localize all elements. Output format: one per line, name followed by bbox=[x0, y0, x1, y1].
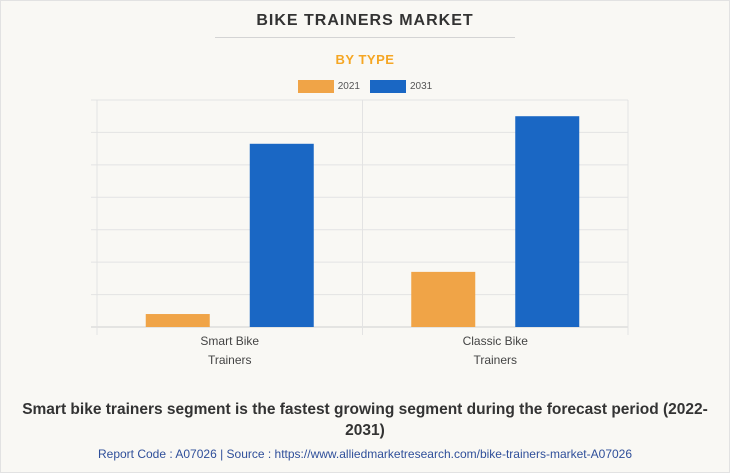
x-tick-label: Classic Bike Trainers bbox=[463, 334, 529, 367]
report-footer: Report Code : A07026 | Source : https://… bbox=[97, 447, 633, 461]
legend-item-2031[interactable]: 2031 bbox=[370, 80, 432, 93]
bar-2031-smart bbox=[249, 143, 314, 327]
bar-2021-smart bbox=[145, 314, 210, 327]
legend-item-2021[interactable]: 2021 bbox=[297, 80, 360, 93]
chart-title: BIKE TRAINERS MARKET bbox=[256, 12, 474, 29]
legend-swatch-2021 bbox=[297, 80, 334, 93]
legend-label-2031: 2031 bbox=[410, 81, 433, 92]
x-tick-label: Smart Bike Trainers bbox=[200, 334, 259, 367]
legend-swatch-2031 bbox=[370, 80, 406, 93]
chart-caption: Smart bike trainers segment is the faste… bbox=[22, 401, 708, 439]
chart-legend: 2021 2031 bbox=[0, 80, 730, 93]
bar-chart: Smart Bike Trainers Classic Bike Trainers bbox=[91, 99, 629, 367]
legend-label-2021: 2021 bbox=[337, 81, 360, 92]
bar-2021-classic bbox=[411, 271, 476, 327]
bar-2031-classic bbox=[515, 116, 580, 327]
chart-subtitle: BY TYPE bbox=[335, 52, 395, 67]
title-divider bbox=[215, 37, 515, 38]
